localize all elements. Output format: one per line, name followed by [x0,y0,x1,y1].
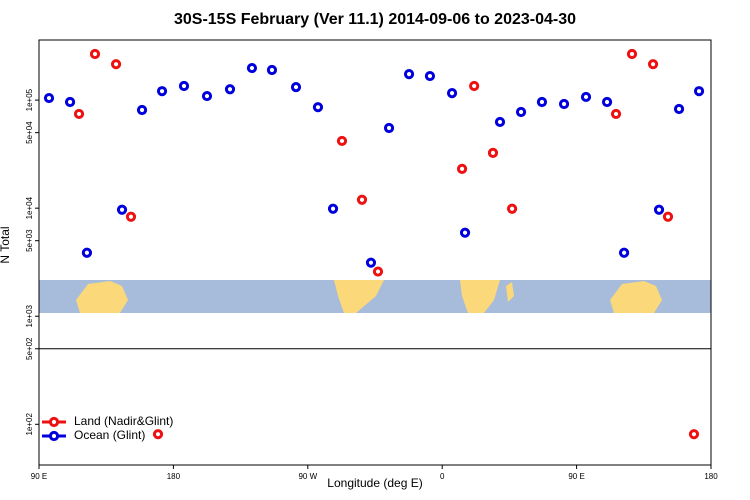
point [372,266,384,277]
point [673,103,685,115]
y-tick-label: 1e+02 [25,413,34,436]
point [73,108,85,120]
y-tick-label: 1e+03 [25,304,34,327]
point [116,204,128,215]
point [469,80,480,92]
point [356,194,368,205]
point [459,227,471,238]
point [110,59,122,70]
point [558,98,570,110]
point [446,88,458,99]
point [156,86,168,97]
chart-title: 30S-15S February (Ver 11.1) 2014-09-06 t… [174,11,576,28]
y-tick-label: 1e+05 [25,88,34,111]
point [693,86,705,97]
point [506,203,518,214]
point [246,62,258,74]
point [626,48,638,60]
point [201,90,213,102]
point [327,203,339,214]
x-tick-label: 180 [704,472,718,481]
point [515,106,527,118]
point [688,429,700,440]
point [653,204,665,215]
point [89,48,101,60]
y-tick-label: 5e+02 [25,337,34,360]
point [610,108,622,120]
point [647,59,659,70]
point [136,104,148,116]
point [580,91,592,103]
point [125,211,137,222]
point [152,429,164,440]
point [403,69,415,80]
x-tick-label: 0 [440,472,445,481]
point [178,80,190,92]
point [424,70,436,82]
point [81,247,93,258]
y-tick-label: 5e+04 [25,121,34,144]
point [487,147,499,158]
point [365,257,377,268]
map-strip [39,280,711,313]
plot-frame [38,39,712,466]
point [662,211,674,222]
point [536,96,548,108]
point [494,116,506,128]
point [43,92,55,104]
legend-marker [48,430,60,442]
point [224,84,236,95]
point [312,102,324,113]
point [456,163,468,174]
x-tick-label: 90 E [568,472,584,481]
legend-label: Ocean (Glint) [74,428,145,442]
x-tick-label: 90 E [31,472,47,481]
point [618,247,630,258]
x-tick-label: 90 W [298,472,317,481]
point [601,96,613,108]
point [266,64,278,76]
y-tick-label: 1e+04 [25,196,34,219]
point [290,81,302,93]
legend-marker [48,416,60,428]
y-axis-label: N Total [0,226,12,263]
x-tick-label: 180 [167,472,181,481]
y-tick-label: 5e+03 [25,229,34,252]
point [383,122,395,134]
x-axis-label: Longitude (deg E) [327,476,422,490]
point [336,135,348,147]
point [64,96,76,108]
legend-label: Land (Nadir&Glint) [74,414,173,428]
